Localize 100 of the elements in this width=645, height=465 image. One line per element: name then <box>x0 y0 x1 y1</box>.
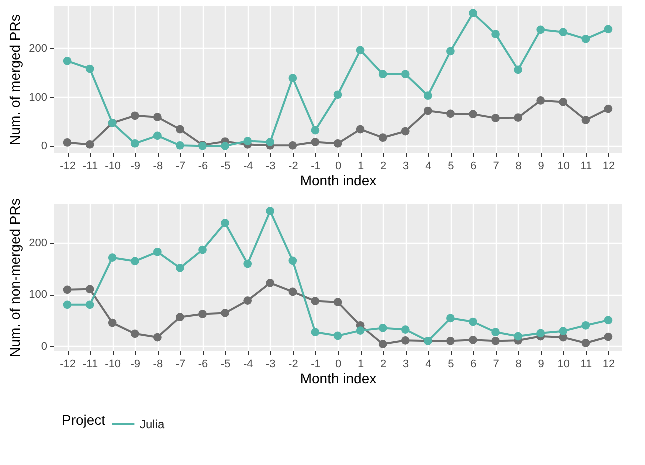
point <box>221 218 230 228</box>
x-tick-label: -4 <box>243 160 254 172</box>
point <box>401 326 410 334</box>
point <box>311 297 320 306</box>
x-tick-label: -12 <box>60 358 76 370</box>
point <box>604 104 613 114</box>
x-tick-label: 5 <box>448 160 454 172</box>
legend-label: Julia <box>140 418 166 432</box>
point <box>221 142 230 150</box>
point <box>582 116 590 124</box>
x-tick-label: -12 <box>60 160 76 172</box>
point <box>130 112 140 120</box>
x-tick-label: -10 <box>105 160 122 172</box>
point <box>288 74 298 82</box>
point <box>356 326 365 335</box>
point <box>378 70 388 79</box>
point <box>266 207 275 216</box>
point <box>604 25 613 34</box>
point <box>492 328 500 337</box>
point <box>469 110 478 119</box>
x-tick-label: 11 <box>580 358 592 370</box>
x-tick-label: 7 <box>493 358 500 370</box>
point <box>86 64 94 74</box>
x-tick-label: 12 <box>602 160 616 172</box>
point <box>176 313 184 322</box>
point <box>198 310 207 318</box>
x-tick-label: 5 <box>448 358 454 370</box>
point <box>154 132 162 140</box>
point <box>266 138 275 146</box>
x-tick-label: 8 <box>516 160 522 172</box>
x-tick-label: 1 <box>358 358 364 370</box>
point <box>582 321 590 330</box>
x-tick-label: 6 <box>470 160 477 172</box>
point <box>130 257 140 266</box>
point <box>401 127 410 136</box>
x-tick-label: -8 <box>153 358 164 370</box>
x-tick-label: -2 <box>288 358 298 370</box>
x-tick-label: 3 <box>403 160 410 172</box>
point <box>378 324 388 332</box>
point <box>604 316 613 325</box>
point <box>86 285 94 294</box>
x-tick-label: 11 <box>580 160 592 172</box>
point <box>334 332 342 340</box>
point <box>176 125 184 134</box>
point <box>266 279 275 288</box>
point <box>154 248 162 256</box>
point <box>492 114 500 122</box>
x-axis-title: Month index <box>300 370 377 386</box>
legend-title: Project <box>62 412 106 428</box>
point <box>63 57 72 66</box>
point <box>514 332 522 341</box>
y-axis-title: Num. of non-merged PRs <box>7 198 24 358</box>
point <box>154 113 162 122</box>
point <box>311 328 320 337</box>
point <box>334 140 342 148</box>
y-tick-label: 200 <box>29 237 48 250</box>
x-tick-label: -4 <box>243 358 254 370</box>
point <box>334 90 342 100</box>
point <box>311 138 320 146</box>
point <box>582 339 590 348</box>
x-tick-label: 4 <box>426 358 432 370</box>
point <box>86 140 94 149</box>
x-tick-label: 0 <box>335 160 342 172</box>
x-tick-label: 12 <box>602 358 616 370</box>
point <box>63 138 72 147</box>
x-tick-label: -6 <box>198 358 208 370</box>
x-tick-label: -1 <box>311 160 321 172</box>
point <box>536 96 546 105</box>
x-tick-label: -1 <box>311 358 321 370</box>
point <box>536 26 546 34</box>
point <box>356 46 365 55</box>
point <box>559 98 568 106</box>
x-tick-label: -10 <box>105 358 122 370</box>
point <box>244 296 252 305</box>
x-tick-label: 10 <box>558 160 570 172</box>
x-tick-label: -3 <box>266 358 276 370</box>
x-tick-label: 2 <box>380 160 387 172</box>
point <box>176 264 184 272</box>
y-tick-label: 200 <box>29 42 48 55</box>
x-tick-label: 9 <box>538 160 544 172</box>
point <box>244 137 252 146</box>
point <box>378 340 388 348</box>
point <box>221 309 230 318</box>
x-tick-label: 4 <box>426 160 432 172</box>
point <box>514 66 522 74</box>
x-tick-label: -3 <box>266 160 276 172</box>
x-tick-label: 0 <box>335 358 342 370</box>
x-tick-label: -5 <box>220 358 231 370</box>
point <box>446 314 455 323</box>
x-axis-title: Month index <box>300 172 377 188</box>
x-tick-label: 6 <box>470 358 477 370</box>
point <box>244 260 252 268</box>
point <box>108 318 117 328</box>
y-tick-label: 0 <box>41 140 48 153</box>
x-tick-label: -6 <box>198 160 208 172</box>
point <box>514 114 522 122</box>
x-tick-label: -9 <box>130 160 141 172</box>
point <box>582 35 590 44</box>
x-tick-label: 2 <box>380 358 387 370</box>
point <box>559 327 568 336</box>
